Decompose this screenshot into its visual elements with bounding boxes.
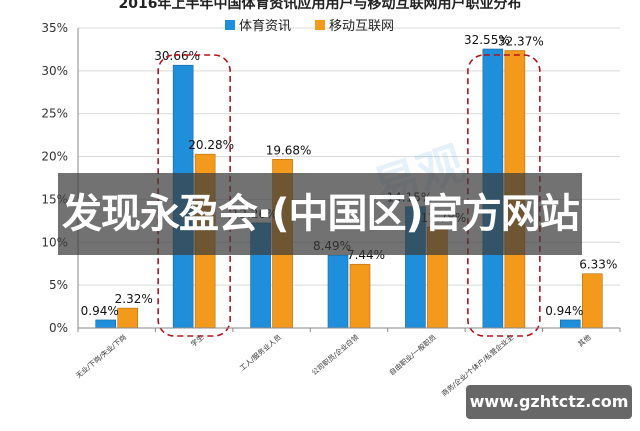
url-badge	[466, 385, 632, 419]
y-tick-label: 20%	[41, 150, 68, 164]
x-tick-label: 工人/服务业人员	[238, 333, 283, 373]
y-tick-label: 35%	[41, 21, 68, 35]
x-tick-label: 学生	[189, 333, 206, 349]
legend-label: 移动互联网	[329, 19, 394, 34]
data-label: 32.55%	[464, 33, 510, 47]
overlay-banner	[58, 173, 582, 255]
bar	[559, 319, 581, 329]
bar	[117, 307, 139, 329]
y-tick-label: 25%	[41, 107, 68, 121]
bar	[349, 263, 371, 329]
legend-swatch	[315, 20, 325, 30]
url-text[interactable]: www.gzhtctz.com	[469, 392, 629, 411]
legend-swatch	[225, 20, 235, 30]
highlight-box	[467, 54, 541, 337]
data-label: 20.28%	[188, 138, 234, 152]
y-tick-label: 30%	[41, 64, 68, 78]
bar	[95, 319, 117, 329]
data-label: 0.94%	[545, 304, 583, 318]
x-tick-label: 自由职业/一般职员	[387, 333, 437, 377]
x-tick-label: 公司职员/企业白领	[310, 333, 360, 377]
y-tick-label: 0%	[49, 321, 68, 335]
y-tick-label: 5%	[49, 278, 68, 292]
data-label: 30.66%	[154, 49, 200, 63]
data-label: 19.68%	[266, 143, 312, 157]
bar	[581, 273, 603, 329]
data-label: 6.33%	[579, 258, 617, 272]
chart-title: 2016年上半年中国体育资讯应用用户与移动互联网用户职业分布	[119, 0, 522, 12]
x-tick-label: 其他	[576, 333, 593, 349]
overlay-banner-text: 发现永盈会·(中国区)官方网站	[62, 191, 580, 237]
highlight-box	[157, 54, 231, 337]
data-label: 32.37%	[498, 35, 544, 49]
bar	[327, 254, 349, 329]
legend-label: 体育资讯	[239, 18, 291, 34]
data-label: 2.32%	[115, 292, 153, 306]
data-label: 0.94%	[81, 304, 119, 318]
x-tick-label: 无业/下岗/失业/下岗	[74, 333, 128, 380]
